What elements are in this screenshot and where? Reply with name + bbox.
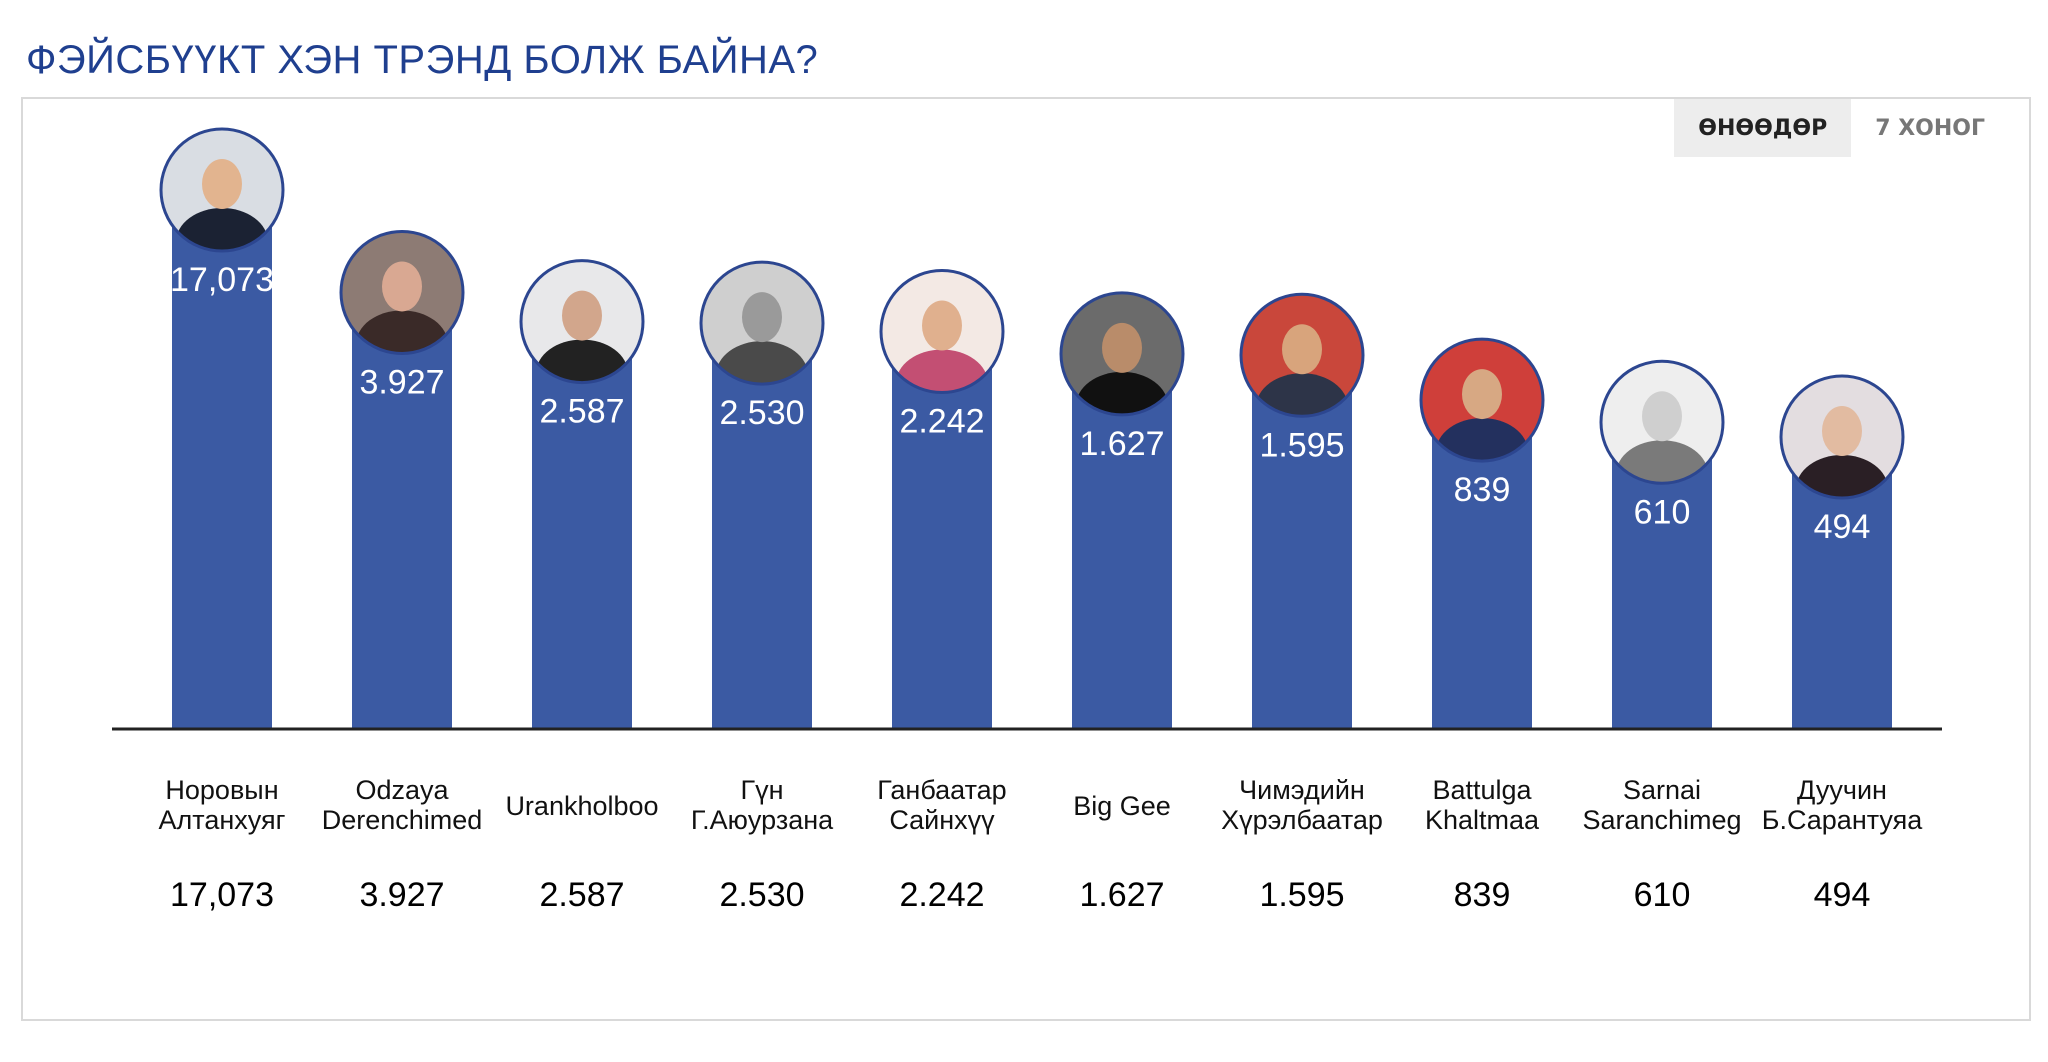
bar[interactable] [892, 359, 992, 729]
bar[interactable] [712, 351, 812, 729]
bar-group[interactable]: 1.627 [1059, 291, 1185, 729]
category-label: Гүн Г.Аюурзана [691, 775, 834, 835]
bottom-value-label: 1.627 [1079, 876, 1164, 914]
avatar [699, 260, 825, 386]
bottom-value-label: 610 [1634, 876, 1691, 914]
avatar [1599, 359, 1725, 485]
bar[interactable] [532, 349, 632, 729]
category-label: Big Gee [1073, 791, 1171, 821]
bar-group[interactable]: 1.595 [1239, 292, 1365, 729]
period-tabs: ӨНӨӨДӨР 7 ХОНОГ [1674, 99, 2009, 157]
bar-group[interactable]: 839 [1419, 337, 1545, 729]
bar[interactable] [1072, 381, 1172, 729]
avatar [1059, 291, 1185, 417]
tab-today[interactable]: ӨНӨӨДӨР [1674, 99, 1852, 157]
category-label: Urankholboo [505, 791, 658, 821]
bar-value-label: 2.587 [539, 393, 624, 431]
bottom-value-label: 2.530 [719, 876, 804, 914]
tab-week[interactable]: 7 ХОНОГ [1851, 99, 2009, 157]
bar-group[interactable]: 494 [1779, 374, 1905, 729]
bar[interactable] [352, 320, 452, 729]
category-label: Ганбаатар Сайнхүү [877, 775, 1006, 835]
bottom-value-label: 1.595 [1259, 876, 1344, 914]
bar-group[interactable]: 610 [1599, 359, 1725, 729]
category-label: Odzaya Derenchimed [322, 775, 483, 835]
bar-group[interactable]: 2.242 [879, 269, 1005, 729]
bottom-value-label: 2.587 [539, 876, 624, 914]
bar[interactable] [1792, 465, 1892, 729]
bar-value-label: 3.927 [359, 363, 444, 401]
category-label: Чимэдийн Хүрэлбаатар [1221, 775, 1383, 835]
bottom-value-label: 494 [1814, 876, 1871, 914]
category-label: Дуучин Б.Сарантуяа [1762, 775, 1923, 835]
bar-value-label: 2.530 [719, 394, 804, 432]
category-label: Battulga Khaltmaa [1425, 775, 1540, 835]
bar[interactable] [1252, 383, 1352, 729]
bar-value-label: 17,073 [170, 261, 274, 299]
avatar [1239, 292, 1365, 418]
bar-value-label: 494 [1814, 508, 1871, 546]
avatar [339, 229, 465, 355]
avatar [159, 127, 285, 253]
bottom-value-label: 17,073 [170, 876, 274, 914]
bar-value-label: 1.595 [1259, 426, 1344, 464]
bar-value-label: 1.627 [1079, 425, 1164, 463]
page-title: ФЭЙСБҮҮКТ ХЭН ТРЭНД БОЛЖ БАЙНА? [26, 38, 819, 82]
bar-value-label: 2.242 [899, 403, 984, 441]
bar-group[interactable]: 2.587 [519, 259, 645, 729]
avatar [1419, 337, 1545, 463]
category-label: Норовын Алтанхуяг [159, 775, 286, 835]
bar-value-label: 839 [1454, 471, 1511, 509]
bottom-value-label: 2.242 [899, 876, 984, 914]
avatar [879, 269, 1005, 395]
bar-group[interactable]: 3.927 [339, 229, 465, 729]
avatar [519, 259, 645, 385]
bottom-value-label: 3.927 [359, 876, 444, 914]
category-label: Sarnai Saranchimeg [1582, 775, 1741, 835]
bar-value-label: 610 [1634, 493, 1691, 531]
bar[interactable] [172, 218, 272, 729]
avatar [1779, 374, 1905, 500]
bar[interactable] [1432, 428, 1532, 729]
bar-group[interactable]: 2.530 [699, 260, 825, 729]
bottom-value-label: 839 [1454, 876, 1511, 914]
bar[interactable] [1612, 450, 1712, 729]
bar-group[interactable]: 17,073 [159, 127, 285, 729]
